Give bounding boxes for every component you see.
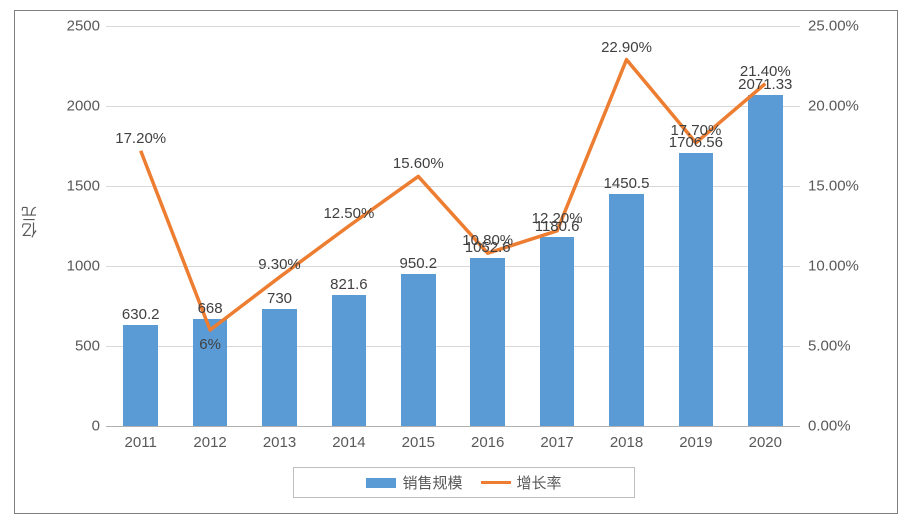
y-right-tick-label: 5.00%	[808, 339, 898, 354]
bar-data-label: 730	[267, 290, 292, 307]
line-data-label: 17.20%	[115, 130, 166, 147]
legend-item-bar: 销售规模	[366, 472, 462, 493]
y-left-tick-label: 2500	[40, 19, 100, 34]
chart-container: 亿元 05001000150020002500 0.00%5.00%10.00%…	[0, 0, 912, 524]
x-tick-label: 2017	[540, 434, 573, 451]
bar-data-label: 950.2	[400, 255, 438, 272]
x-axis-line	[106, 426, 800, 427]
y-left-tick-label: 0	[40, 419, 100, 434]
legend: 销售规模 增长率	[293, 467, 635, 498]
legend-line-label: 增长率	[517, 472, 562, 493]
line-data-label: 21.40%	[740, 63, 791, 80]
y-axis-right: 0.00%5.00%10.00%15.00%20.00%25.00%	[808, 26, 898, 426]
x-tick-label: 2013	[263, 434, 296, 451]
line-data-label: 15.60%	[393, 155, 444, 172]
plot-area: 630.2668730821.6950.21052.61180.61450.51…	[106, 26, 800, 426]
line-data-label: 12.20%	[532, 210, 583, 227]
x-tick-label: 2016	[471, 434, 504, 451]
y-left-tick-label: 2000	[40, 99, 100, 114]
x-tick-label: 2018	[610, 434, 643, 451]
bar-data-label: 1450.5	[604, 175, 650, 192]
y-left-tick-label: 1000	[40, 259, 100, 274]
y-right-tick-label: 0.00%	[808, 419, 898, 434]
line-data-label: 6%	[199, 336, 221, 353]
y-right-tick-label: 25.00%	[808, 19, 898, 34]
line-data-label: 12.50%	[323, 205, 374, 222]
x-tick-label: 2012	[193, 434, 226, 451]
bar-data-label: 630.2	[122, 306, 160, 323]
bar-data-label: 668	[198, 300, 223, 317]
y-right-tick-label: 10.00%	[808, 259, 898, 274]
y-left-tick-label: 1500	[40, 179, 100, 194]
y-right-tick-label: 20.00%	[808, 99, 898, 114]
line-series	[106, 26, 800, 426]
x-tick-label: 2014	[332, 434, 365, 451]
legend-bar-swatch	[366, 478, 396, 488]
line-data-label: 22.90%	[601, 39, 652, 56]
line-data-label: 17.70%	[670, 122, 721, 139]
line-data-label: 10.80%	[462, 232, 513, 249]
x-tick-label: 2015	[402, 434, 435, 451]
x-tick-label: 2011	[125, 434, 157, 451]
legend-line-swatch	[481, 481, 511, 484]
legend-item-line: 增长率	[481, 472, 562, 493]
bar-data-label: 821.6	[330, 276, 368, 293]
x-tick-label: 2019	[679, 434, 712, 451]
y-right-tick-label: 15.00%	[808, 179, 898, 194]
y-left-tick-label: 500	[40, 339, 100, 354]
growth-line	[141, 60, 766, 330]
x-tick-label: 2020	[749, 434, 782, 451]
line-data-label: 9.30%	[258, 256, 301, 273]
legend-bar-label: 销售规模	[402, 472, 462, 493]
y-axis-left: 05001000150020002500	[40, 26, 100, 426]
